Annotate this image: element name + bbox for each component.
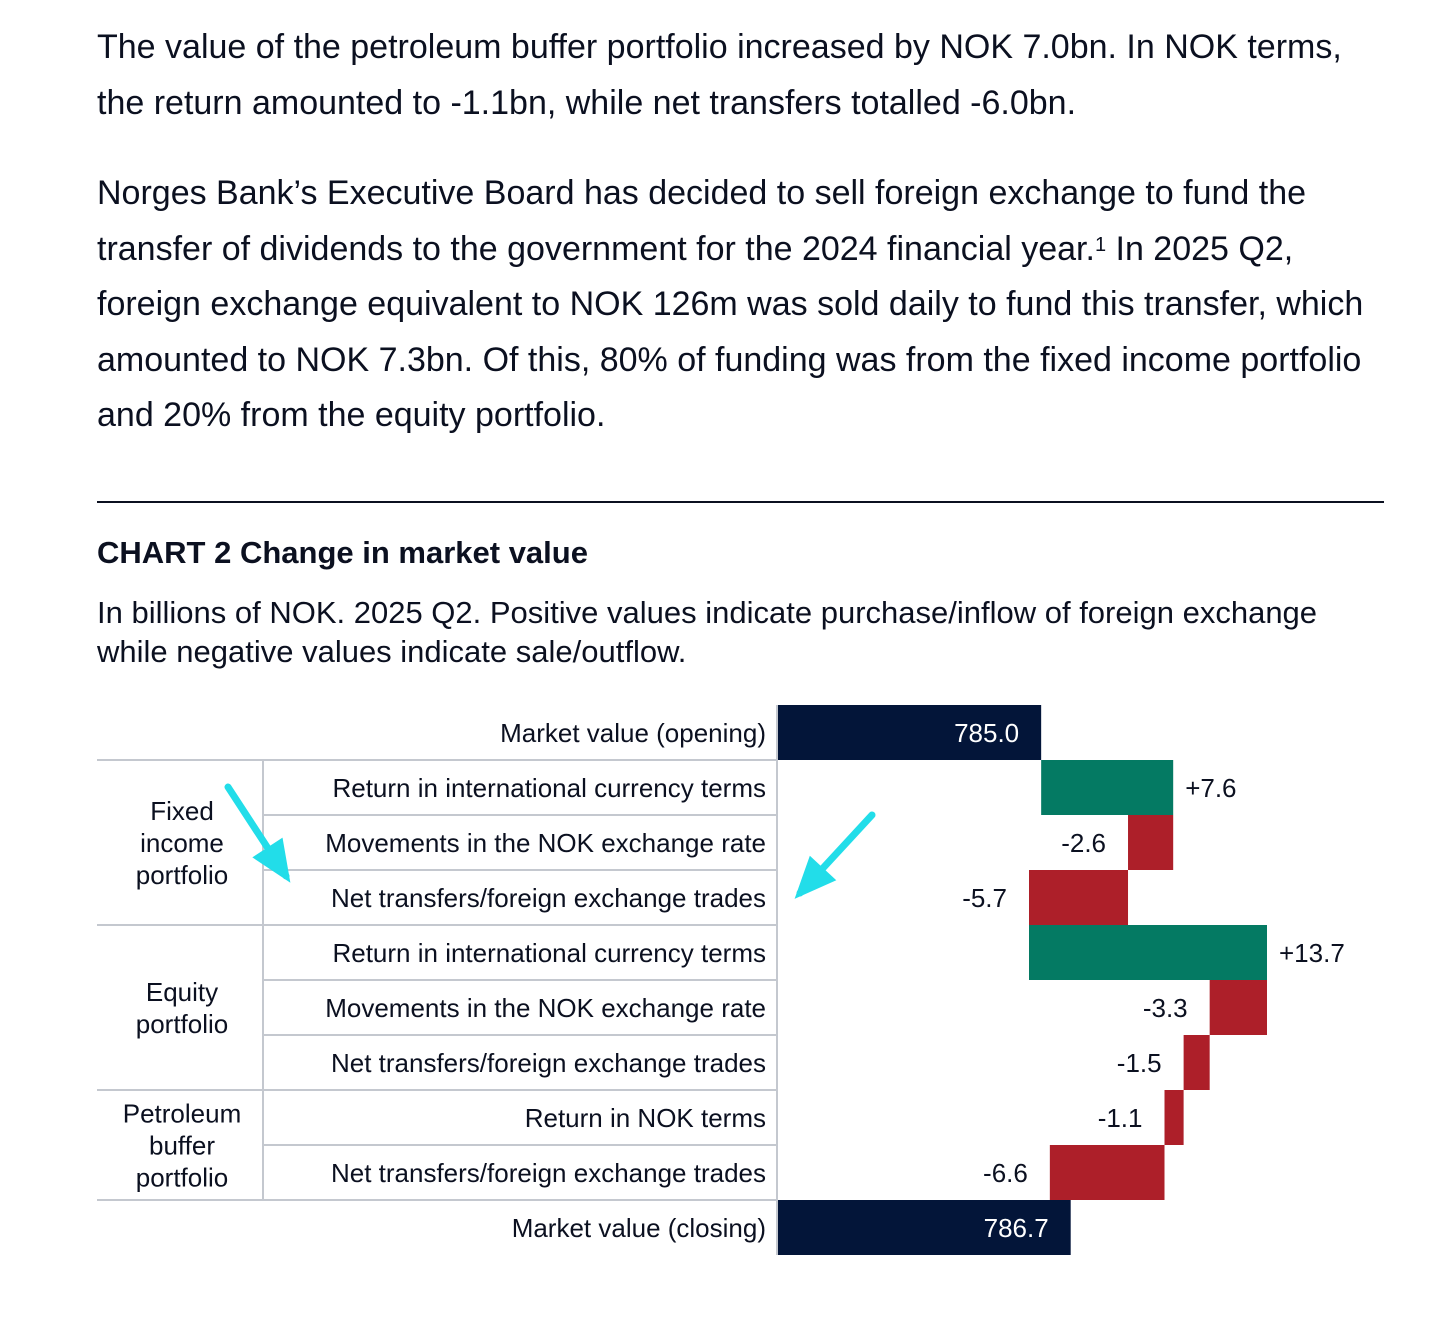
group-label: buffer [149,1130,215,1160]
paragraph-2-main: Norges Bank’s Executive Board has decide… [97,174,1307,268]
category-label: Movements in the NOK exchange rate [325,993,766,1023]
total-bar [778,1200,1071,1255]
category-label: Return in international currency terms [332,773,766,803]
chart-subtitle: In billions of NOK. 2025 Q2. Positive va… [97,595,1318,669]
footnote-marker[interactable]: 1 [1094,233,1107,256]
group-label: Fixed [150,796,214,826]
total-value-label: 785.0 [954,718,1019,748]
paragraph-1: The value of the petroleum buffer portfo… [97,28,1342,122]
category-label: Return in international currency terms [332,938,766,968]
bar-value-label: -2.6 [1061,828,1106,858]
total-value-label: 786.7 [984,1213,1049,1243]
category-label-total: Market value (opening) [500,718,766,748]
negative-bar [1183,1035,1210,1090]
group-label: portfolio [136,860,229,890]
paragraph-2-rest: In 2025 Q2, foreign exchange equivalent … [97,229,1364,435]
positive-bar [1041,760,1174,815]
bar-value-label: -1.5 [1117,1048,1162,1078]
annotation-arrow-right-head [794,855,837,899]
bar-value-label: +13.7 [1279,938,1345,968]
positive-bar [1029,925,1267,980]
annotation-arrow-left-head [252,837,291,883]
bar-value-label: -1.1 [1098,1103,1143,1133]
negative-bar [1128,815,1174,870]
category-label: Net transfers/foreign exchange trades [331,1158,766,1188]
negative-bar [1164,1090,1184,1145]
category-label: Return in NOK terms [525,1103,766,1133]
bar-value-label: -5.7 [962,883,1007,913]
total-bar [778,705,1042,760]
category-label-total: Market value (closing) [512,1213,766,1243]
category-label: Net transfers/foreign exchange trades [331,883,766,913]
group-label: Petroleum [123,1098,242,1128]
category-label: Movements in the NOK exchange rate [325,828,766,858]
category-label: Net transfers/foreign exchange trades [331,1048,766,1078]
group-label: income [140,828,224,858]
negative-bar [1049,1145,1165,1200]
bar-value-label: -6.6 [983,1158,1028,1188]
group-label: portfolio [136,1009,229,1039]
group-label: Equity [146,977,218,1007]
bar-value-label: +7.6 [1185,773,1236,803]
bar-value-label: -3.3 [1143,993,1188,1023]
section-divider [97,501,1384,503]
paragraph-2: Norges Bank’s Executive Board has decide… [97,166,1397,444]
negative-bar [1029,870,1129,925]
group-label: portfolio [136,1162,229,1192]
negative-bar [1209,980,1267,1035]
chart-title: CHART 2 Change in market value [97,535,588,570]
